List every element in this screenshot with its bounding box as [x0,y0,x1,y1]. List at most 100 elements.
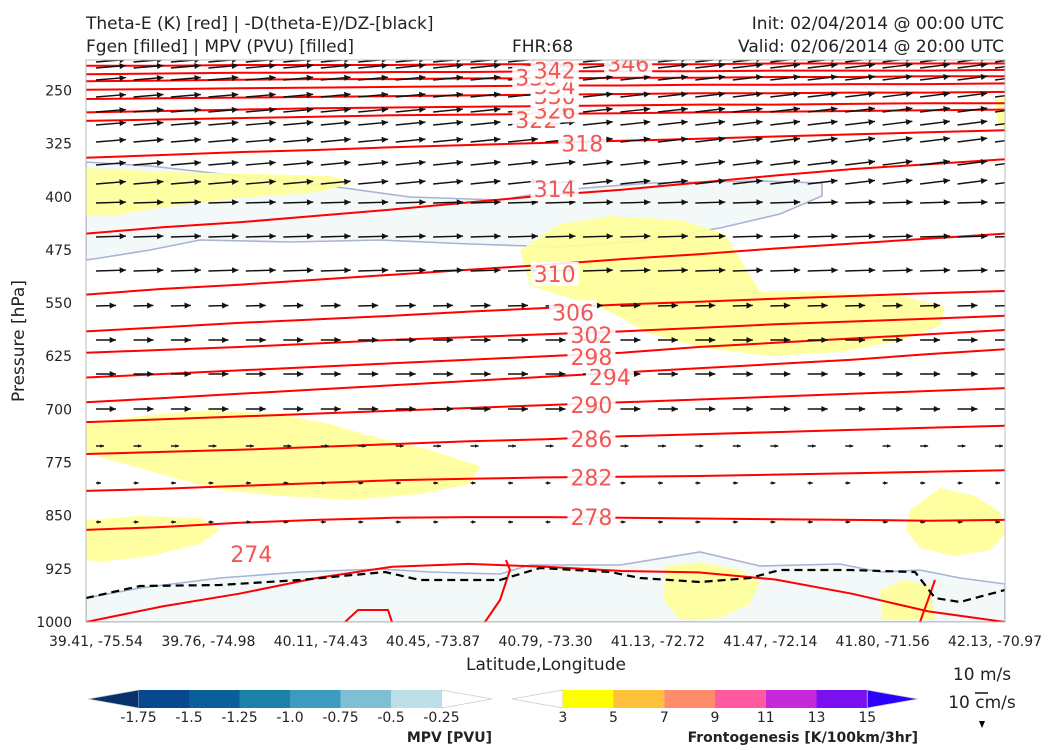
wind-vector-head [643,159,651,166]
wind-vector-head [194,75,201,81]
wind-vector-head [119,107,126,114]
wind-vector-head [718,267,726,274]
wind-vector-head [409,406,416,412]
wind-vector-head [671,337,678,343]
wind-vector-head [194,199,201,206]
wind-vector-head [381,136,389,143]
wind-vector [283,302,304,309]
x-tick-label: 41.13, -72.72 [611,634,705,650]
wind-vector [245,136,276,143]
wind-vector [320,267,351,274]
wind-vector-head [493,74,501,81]
wind-vector [770,481,776,485]
wind-vector [208,444,217,448]
wind-vector-head [419,62,426,69]
wind-vector [845,520,851,524]
wind-vector [807,74,838,81]
wind-vector-head [194,107,201,113]
plot-frame [85,59,1006,623]
wind-vector [695,302,716,309]
wind-vector [732,444,741,448]
wind-vector-head [958,481,963,485]
wind-vector [545,406,566,412]
mpv-region-lower [86,551,1005,622]
colorbar-cell [340,690,391,708]
wind-vector [620,520,626,524]
wind-vector-head [531,136,538,143]
wind-vector [994,110,1005,113]
wind-vector-head [606,106,613,113]
wind-vector-head [681,178,688,185]
wind-vector-head [896,337,903,343]
wind-vector [732,481,738,485]
wind-vector [807,302,828,309]
wind-vector [732,136,763,143]
wind-vector-head [119,233,126,240]
wind-vector [433,233,464,240]
y-tick-label: 1000 [36,615,72,631]
wind-vector-head [905,62,913,69]
x-tick-label: 40.45, -73.87 [386,634,480,650]
wind-vector-head [718,62,726,69]
wind-vector [882,119,913,126]
wind-vector [245,91,276,98]
wind-vector [133,481,139,485]
wind-vector [170,60,201,63]
wind-vector [695,91,726,98]
wind-vector-head [306,60,313,63]
y-tick-label: 550 [45,296,72,312]
wind-vector [732,337,753,343]
wind-vector-head [175,444,179,448]
wind-vector-head [756,60,761,63]
wind-vector [95,120,126,127]
wind-vector [620,106,651,113]
wind-vector [882,267,913,274]
wind-vector-head [231,159,239,166]
wind-vector-head [306,119,314,126]
wind-vector-shaft [994,163,1005,166]
wind-vector [657,159,688,166]
wind-vector-head [905,119,913,126]
wind-vector [395,74,426,81]
wind-vector-shaft [245,60,276,63]
fgen-region-8 [995,96,1005,130]
fgen-region-6 [906,488,1005,556]
wind-vector [620,444,629,448]
wind-vector [657,481,663,485]
wind-vector-head [212,444,217,448]
wind-vector-head [419,119,426,126]
wind-vector-head [980,178,988,184]
wind-vector-head [980,106,988,112]
wind-vector-head [868,267,876,274]
wind-vector-head [109,337,116,343]
wind-vector-head [868,199,876,206]
wind-vector [133,199,164,206]
wind-vector [358,62,389,69]
wind-vector-head [699,444,704,448]
wind-vector [208,233,239,240]
wind-vector-head [97,481,101,485]
wind-vector [395,119,426,126]
wind-vector [807,119,838,126]
wind-vector [695,178,726,185]
wind-vector-head [621,481,626,485]
wind-vector-head [184,406,191,412]
theta-e-contour-labels: 2742782822862902942983023063103143183223… [227,60,653,568]
wind-vector [95,199,127,206]
wind-vector-head [821,371,828,377]
wind-vector-head [905,159,913,166]
x-tick-label: 39.76, -74.98 [161,634,255,650]
wind-vector-head [119,179,126,186]
y-axis-ticks: 1000 925 850 775 700 625 550 475 400 325 250 [36,84,72,632]
wind-vector-head [662,444,666,448]
wind-vector [732,178,763,185]
theta-e-line-302 [86,314,1005,354]
x-axis-label: Latitude,Longitude [466,655,626,675]
wind-vector-head [971,302,978,309]
wind-vector [920,481,926,485]
wind-vector-head [409,302,416,309]
wind-vector-head [397,481,401,485]
wind-vector-head [269,136,276,143]
wind-vector-head [624,444,629,448]
wind-vector [470,371,491,377]
